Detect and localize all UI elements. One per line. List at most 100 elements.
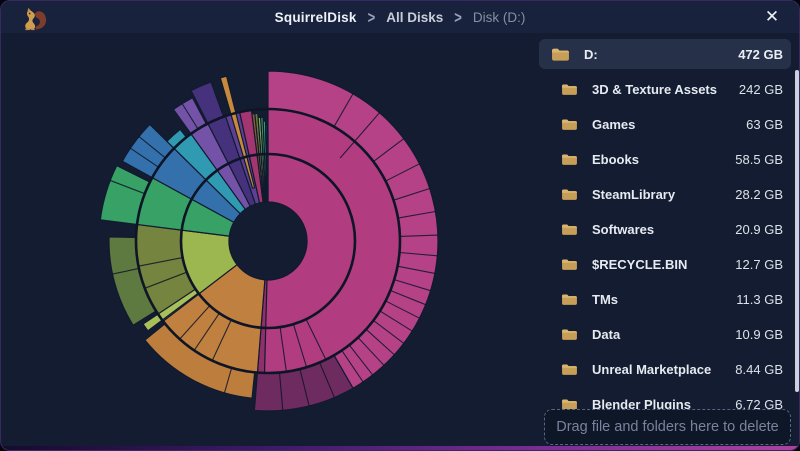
folder-name: Unreal Marketplace (592, 362, 712, 377)
folder-icon (561, 153, 578, 166)
folder-icon (561, 258, 578, 271)
folder-icon (561, 223, 578, 236)
subfolder-divider-line (357, 337, 385, 366)
subfolder-divider-line (179, 305, 211, 340)
folder-name: SteamLibrary (592, 187, 676, 202)
folder-icon (561, 398, 578, 411)
subfolder-divider-line (138, 136, 166, 159)
breadcrumb-current-disk[interactable]: Disk (D:) (472, 9, 526, 25)
subfolder-divider-line (130, 147, 159, 168)
list-item[interactable]: 3D & Texture Assets 242 GB (539, 72, 791, 107)
ring-divider-circle (179, 152, 357, 330)
list-scrollbar[interactable] (795, 70, 799, 392)
subfolder-list: 3D & Texture Assets 242 GB Games 63 GB Ebo… (539, 72, 791, 450)
subfolder-divider-line (181, 103, 199, 130)
list-item[interactable]: Softwares 20.9 GB (539, 212, 791, 247)
folder-name: $RECYCLE.BIN (592, 257, 688, 272)
breadcrumb-app-name[interactable]: SquirrelDisk (274, 9, 357, 25)
subfolder-divider-line (397, 265, 435, 274)
list-item[interactable]: SteamLibrary 28.2 GB (539, 177, 791, 212)
folder-size: 6.72 GB (735, 397, 783, 412)
folder-icon (561, 328, 578, 341)
subfolder-divider-line (319, 362, 335, 398)
subfolder-divider-line (379, 310, 413, 332)
folder-name: Softwares (592, 222, 655, 237)
folder-name: Games (592, 117, 636, 132)
folder-name: D: (584, 46, 598, 62)
subfolder-divider-line (278, 372, 284, 411)
subfolder-divider-line (110, 179, 145, 195)
subfolder-divider-line (399, 251, 438, 257)
window-accent-border (1, 446, 799, 450)
dropzone-label: Drag file and folders here to delete (556, 419, 779, 435)
folder-icon (561, 83, 578, 96)
breadcrumb-all-disks[interactable]: All Disks (386, 9, 444, 25)
folder-name: 3D & Texture Assets (592, 82, 717, 97)
folder-icon (551, 47, 570, 62)
folder-size: 10.9 GB (735, 327, 783, 342)
folder-size: 58.5 GB (735, 152, 783, 167)
folder-size: 472 GB (738, 46, 783, 62)
list-item[interactable]: Unreal Marketplace 8.44 GB (539, 352, 791, 387)
list-item-root-disk[interactable]: D: 472 GB (539, 39, 791, 69)
breadcrumb: SquirrelDisk > All Disks > Disk (D:) (1, 1, 799, 33)
list-item[interactable]: Games 63 GB (539, 107, 791, 142)
subfolder-divider-line (341, 350, 364, 383)
subfolder-divider-line (299, 368, 310, 407)
subfolder-divider-line (211, 319, 232, 361)
subfolder-divider-line (385, 300, 420, 319)
wedge-deep-subfolder-spike[interactable] (219, 75, 256, 189)
subfolder-divider-line (279, 327, 287, 372)
folder-name: TMs (592, 292, 618, 307)
subfolder-divider-line (292, 324, 308, 368)
folder-size: 242 GB (738, 82, 783, 97)
list-item[interactable]: Ebooks 58.5 GB (539, 142, 791, 177)
list-item[interactable]: Data 10.9 GB (539, 317, 791, 352)
subfolder-divider-line (394, 279, 431, 292)
ring-divider-circle (134, 107, 402, 375)
subfolder-divider-line (348, 344, 374, 376)
close-button[interactable]: ✕ (764, 7, 780, 26)
subfolder-divider-line (193, 312, 220, 351)
folder-size: 28.2 GB (735, 187, 783, 202)
subfolder-divider-line (390, 289, 426, 306)
sunburst-chart (1, 33, 537, 448)
folder-size: 8.44 GB (735, 362, 783, 377)
subfolder-divider-line (339, 112, 380, 159)
subfolder-divider-line (399, 234, 438, 237)
subfolder-divider-line (112, 267, 139, 275)
folder-size: 63 GB (746, 117, 783, 132)
list-item[interactable]: $RECYCLE.BIN 12.7 GB (539, 247, 791, 282)
subfolder-divider-line (393, 187, 430, 201)
subfolder-divider-line (144, 271, 187, 289)
subfolder-divider-line (365, 328, 395, 356)
chevron-right-icon: > (454, 7, 462, 27)
folder-name: Blender Plugins (592, 397, 691, 412)
folder-list-panel: D: 472 GB 3D & Texture Assets 242 GB Game… (537, 33, 799, 450)
subfolder-divider-line (373, 320, 405, 344)
title-bar: SquirrelDisk > All Disks > Disk (D:) ✕ (1, 1, 799, 33)
folder-icon (561, 188, 578, 201)
folder-icon (561, 363, 578, 376)
list-item[interactable]: TMs 11.3 GB (539, 282, 791, 317)
subfolder-divider-line (305, 318, 327, 360)
subfolder-divider-line (397, 210, 436, 219)
delete-dropzone[interactable]: Drag file and folders here to delete (544, 409, 791, 445)
folder-icon (561, 118, 578, 131)
wedge-small-7[interactable] (266, 130, 269, 203)
folder-size: 12.7 GB (735, 257, 783, 272)
folder-size: 20.9 GB (735, 222, 783, 237)
subfolder-divider-line (333, 93, 354, 127)
folder-name: Ebooks (592, 152, 639, 167)
subfolder-divider-line (223, 367, 233, 394)
subfolder-divider-line (138, 257, 183, 267)
list-item[interactable]: Blender Plugins 6.72 GB (539, 387, 791, 422)
squirrel-logo-icon (21, 4, 51, 34)
folder-size: 11.3 GB (736, 292, 783, 307)
folder-icon (561, 293, 578, 306)
chevron-right-icon: > (367, 7, 376, 27)
subfolder-divider-line (373, 138, 405, 162)
subfolder-divider-line (385, 163, 420, 182)
folder-name: Data (592, 327, 621, 342)
